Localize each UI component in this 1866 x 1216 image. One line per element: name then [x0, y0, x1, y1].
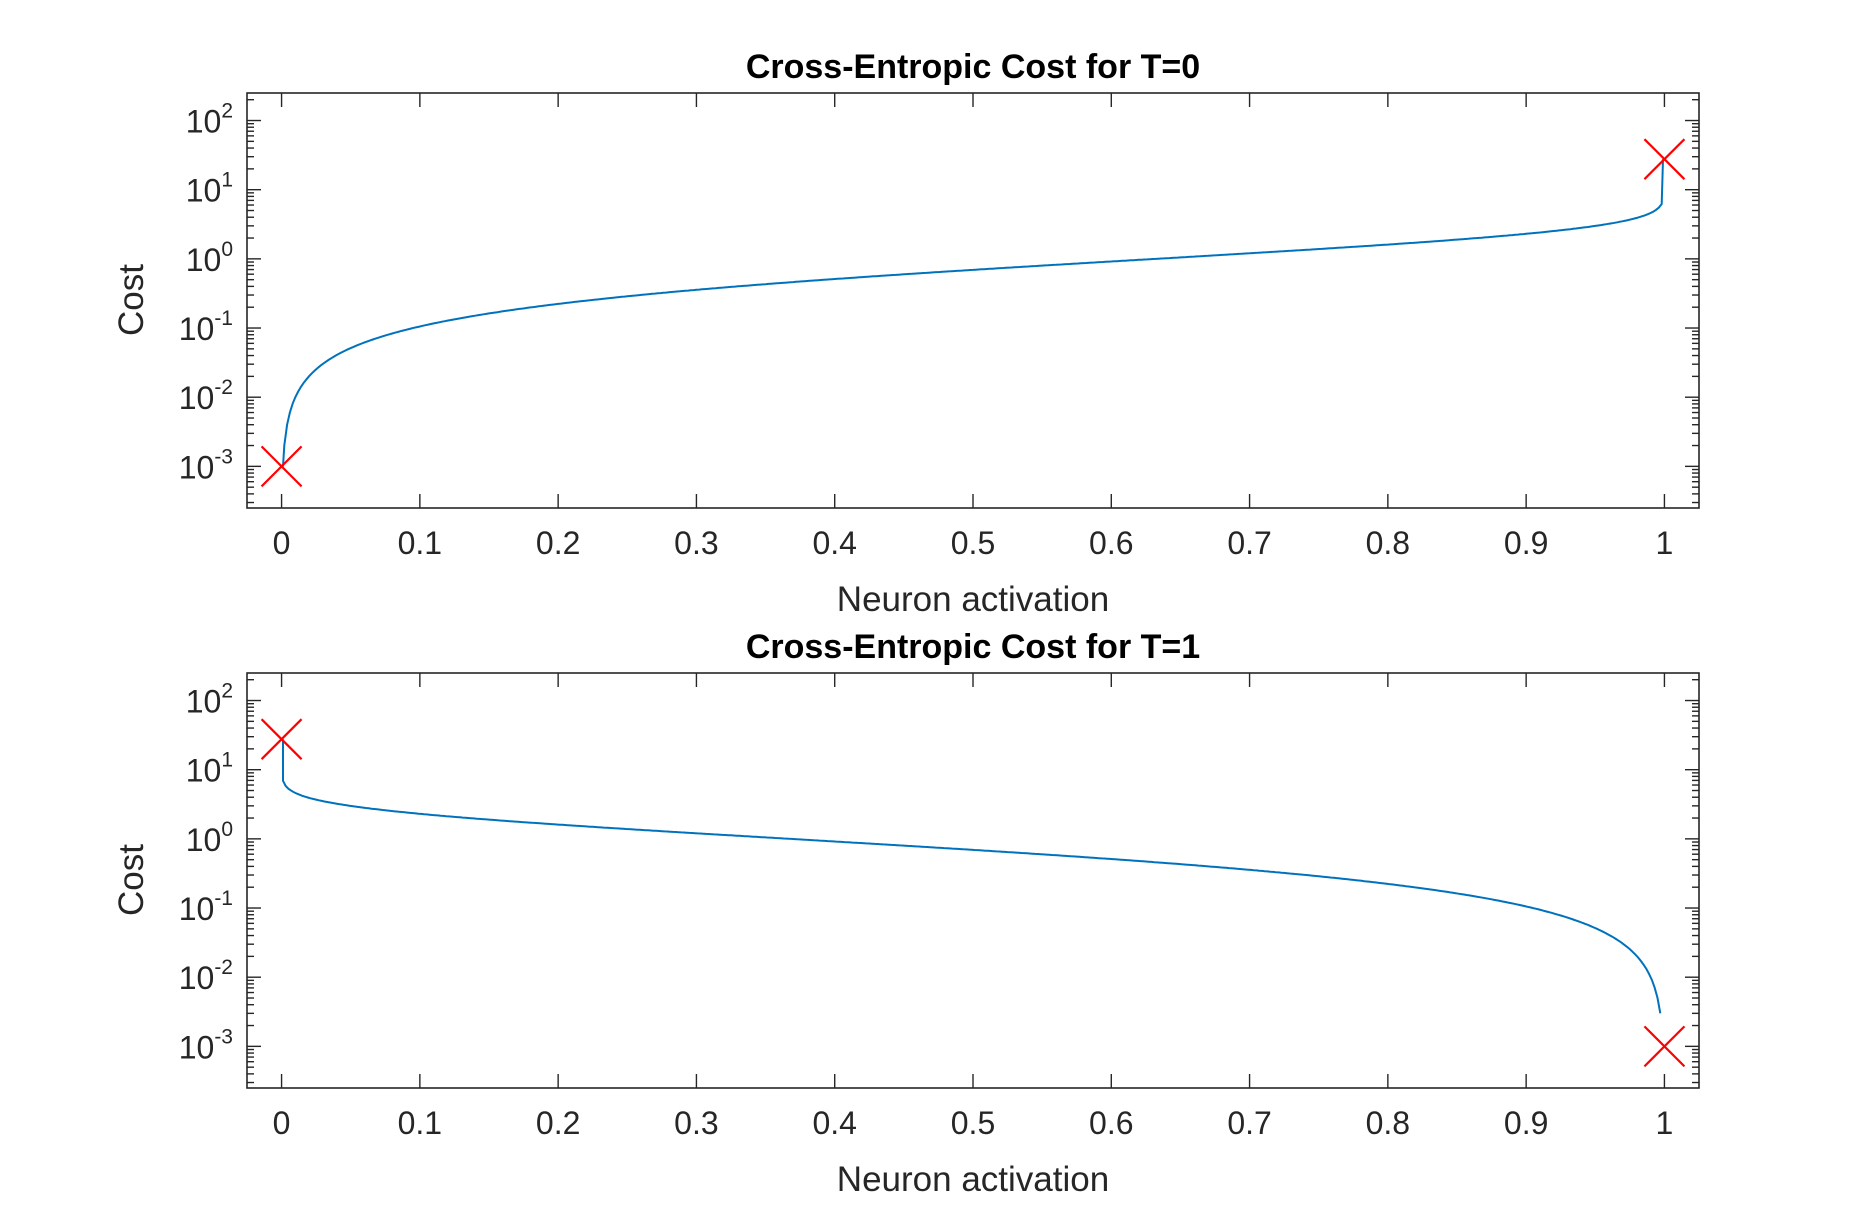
series-line	[282, 159, 1664, 467]
x-tick-labels: 0 0.1 0.2 0.3 0.4 0.5 0.6 0.7 0.8 0.9 1	[273, 1105, 1674, 1141]
x-tick-label: 0.4	[812, 1105, 856, 1141]
x-tick-label: 0.5	[951, 1105, 995, 1141]
y-tick-label: 10-1	[179, 307, 233, 347]
subplot-t0: Cross-Entropic Cost for T=0 0 0.1 0.2 0.3 0.…	[112, 48, 1700, 619]
y-tick-label: 100	[186, 818, 233, 858]
plot-area	[246, 92, 1700, 509]
marker-layer	[260, 138, 1686, 488]
x-tick-label: 0.1	[398, 1105, 442, 1141]
tick-marks	[247, 673, 1699, 1088]
x-tick-label: 0.5	[951, 525, 995, 561]
y-tick-labels: 10-3 10-2 10-1 100 101 102	[179, 100, 233, 486]
x-tick-labels: 0 0.1 0.2 0.3 0.4 0.5 0.6 0.7 0.8 0.9 1	[273, 525, 1674, 561]
y-tick-label: 102	[186, 680, 233, 720]
y-tick-label: 10-3	[179, 1025, 233, 1065]
tick-marks	[247, 93, 1699, 508]
series-layer	[282, 739, 1662, 1014]
y-tick-label: 101	[186, 749, 233, 789]
y-tick-label: 101	[186, 169, 233, 209]
y-tick-labels: 10-3 10-2 10-1 100 101 102	[179, 680, 233, 1066]
x-axis-label: Neuron activation	[837, 1160, 1109, 1199]
chart-title: Cross-Entropic Cost for T=1	[746, 628, 1200, 666]
y-axis-label: Cost	[112, 264, 151, 336]
y-tick-label: 100	[186, 238, 233, 278]
x-tick-label: 0	[273, 1105, 291, 1141]
x-tick-label: 0.7	[1227, 1105, 1271, 1141]
series-layer	[282, 159, 1664, 467]
x-marker	[1643, 1025, 1686, 1068]
x-tick-label: 0	[273, 525, 291, 561]
x-marker	[260, 718, 303, 760]
marker-layer	[260, 718, 1686, 1068]
y-tick-label: 10-3	[179, 445, 233, 485]
x-tick-label: 0.4	[812, 525, 856, 561]
chart-title: Cross-Entropic Cost for T=0	[746, 48, 1200, 86]
subplot-t1: Cross-Entropic Cost for T=1 0 0.1 0.2 0.3 0.…	[112, 628, 1700, 1199]
x-tick-label: 0.8	[1366, 1105, 1410, 1141]
x-tick-label: 0.6	[1089, 1105, 1133, 1141]
y-tick-label: 10-1	[179, 887, 233, 927]
x-tick-label: 1	[1656, 525, 1674, 561]
plot-area	[246, 672, 1700, 1089]
x-tick-label: 0.3	[674, 1105, 718, 1141]
y-tick-label: 10-2	[179, 376, 233, 416]
x-marker	[1643, 138, 1686, 180]
series-line	[282, 739, 1662, 1014]
x-tick-label: 0.7	[1227, 525, 1271, 561]
y-tick-label: 10-2	[179, 956, 233, 996]
x-tick-label: 1	[1656, 1105, 1674, 1141]
x-marker	[260, 445, 303, 488]
x-axis-label: Neuron activation	[837, 580, 1109, 619]
y-tick-label: 102	[186, 100, 233, 140]
x-tick-label: 0.2	[536, 1105, 580, 1141]
x-tick-label: 0.9	[1504, 1105, 1548, 1141]
y-axis-label: Cost	[112, 844, 151, 916]
x-tick-label: 0.8	[1366, 525, 1410, 561]
x-tick-label: 0.3	[674, 525, 718, 561]
x-tick-label: 0.6	[1089, 525, 1133, 561]
x-tick-label: 0.9	[1504, 525, 1548, 561]
x-tick-label: 0.2	[536, 525, 580, 561]
x-tick-label: 0.1	[398, 525, 442, 561]
